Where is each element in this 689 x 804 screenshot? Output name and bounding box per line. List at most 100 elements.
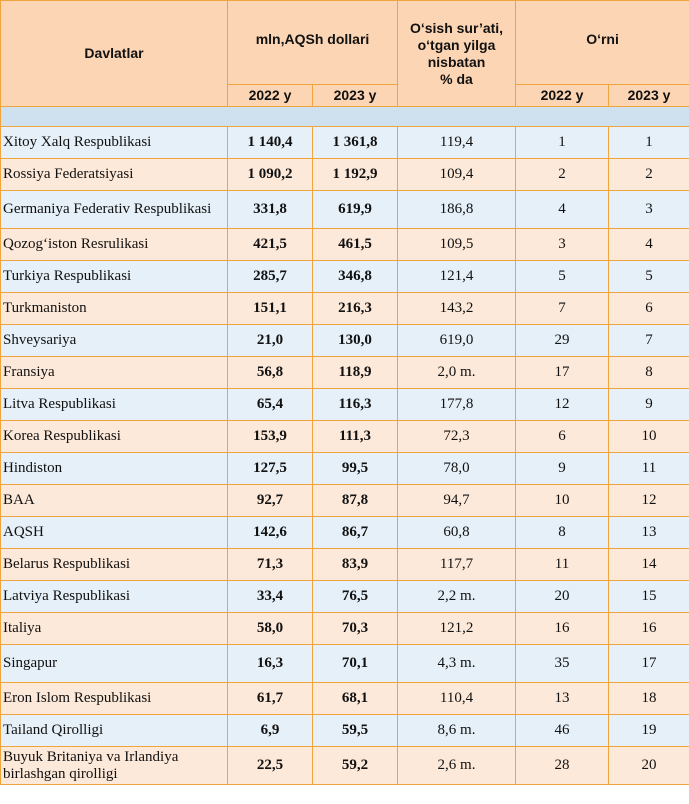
table-row: Hindiston 127,5 99,5 78,0 9 11 bbox=[0, 452, 689, 485]
table-row: Belarus Respublikasi 71,3 83,9 117,7 11 14 bbox=[0, 548, 689, 581]
rank-2022-cell: 29 bbox=[515, 324, 610, 357]
growth-cell: 60,8 bbox=[397, 516, 517, 549]
header-country: Davlatlar bbox=[0, 0, 228, 107]
spacer-cell bbox=[0, 106, 689, 127]
table-row: Eron Islom Respublikasi 61,7 68,1 110,4 13 18 bbox=[0, 682, 689, 715]
table-row: Italiya 58,0 70,3 121,2 16 16 bbox=[0, 612, 689, 645]
table-row: Xitoy Xalq Respublikasi 1 140,4 1 361,8 119… bbox=[0, 126, 689, 159]
value-2022-cell: 1 090,2 bbox=[227, 158, 313, 191]
table-row: Singapur 16,3 70,1 4,3 m. 35 17 bbox=[0, 644, 689, 683]
growth-cell: 78,0 bbox=[397, 452, 517, 485]
country-cell: Eron Islom Respublikasi bbox=[0, 682, 228, 715]
growth-cell: 2,2 m. bbox=[397, 580, 517, 613]
value-2023-cell: 59,2 bbox=[311, 746, 399, 785]
rank-2023-cell: 14 bbox=[608, 548, 689, 581]
table-row: Latviya Respublikasi 33,4 76,5 2,2 m. 20 15 bbox=[0, 580, 689, 613]
rank-2022-cell: 46 bbox=[515, 714, 610, 747]
rank-2023-cell: 7 bbox=[608, 324, 689, 357]
value-2022-cell: 16,3 bbox=[227, 644, 313, 683]
header-rank: O‘rni bbox=[515, 0, 689, 85]
value-2022-cell: 142,6 bbox=[227, 516, 313, 549]
value-2023-cell: 59,5 bbox=[311, 714, 399, 747]
rank-2023-cell: 19 bbox=[608, 714, 689, 747]
value-2022-cell: 285,7 bbox=[227, 260, 313, 293]
header-value: mln,AQSh dollari bbox=[226, 0, 399, 85]
value-2022-cell: 33,4 bbox=[227, 580, 313, 613]
country-cell: Italiya bbox=[0, 612, 228, 645]
rank-2022-cell: 9 bbox=[515, 452, 610, 485]
table-row: Rossiya Federatsiyasi 1 090,2 1 192,9 109,4… bbox=[0, 158, 689, 191]
country-cell: Turkiya Respublikasi bbox=[0, 260, 228, 293]
header-rank-2023: 2023 y bbox=[608, 84, 689, 107]
rank-2023-cell: 3 bbox=[608, 190, 689, 229]
country-cell: Korea Respublikasi bbox=[0, 420, 228, 453]
rank-2023-cell: 4 bbox=[608, 228, 689, 261]
table-row: Litva Respublikasi 65,4 116,3 177,8 12 9 bbox=[0, 388, 689, 421]
value-2023-cell: 68,1 bbox=[311, 682, 399, 715]
rank-2023-cell: 10 bbox=[608, 420, 689, 453]
rank-2023-cell: 20 bbox=[608, 746, 689, 785]
rank-2023-cell: 9 bbox=[608, 388, 689, 421]
country-cell: Latviya Respublikasi bbox=[0, 580, 228, 613]
table-row: Turkmaniston 151,1 216,3 143,2 7 6 bbox=[0, 292, 689, 325]
rank-2022-cell: 5 bbox=[515, 260, 610, 293]
rank-2022-cell: 35 bbox=[515, 644, 610, 683]
rank-2022-cell: 8 bbox=[515, 516, 610, 549]
growth-cell: 2,0 m. bbox=[397, 356, 517, 389]
country-cell: Turkmaniston bbox=[0, 292, 228, 325]
value-2023-cell: 118,9 bbox=[311, 356, 399, 389]
value-2023-cell: 116,3 bbox=[311, 388, 399, 421]
rank-2023-cell: 15 bbox=[608, 580, 689, 613]
value-2023-cell: 70,1 bbox=[311, 644, 399, 683]
country-cell: BAA bbox=[0, 484, 228, 517]
rank-2022-cell: 20 bbox=[515, 580, 610, 613]
value-2023-cell: 346,8 bbox=[311, 260, 399, 293]
rank-2023-cell: 13 bbox=[608, 516, 689, 549]
country-cell: Shveysariya bbox=[0, 324, 228, 357]
growth-cell: 119,4 bbox=[397, 126, 517, 159]
value-2023-cell: 111,3 bbox=[311, 420, 399, 453]
table-row: Qozog‘iston Resrulikasi 421,5 461,5 109,5 3 4 bbox=[0, 228, 689, 261]
header-growth: O‘sish sur’ati, o‘tgan yilga nisbatan % … bbox=[397, 0, 517, 107]
table-body: Xitoy Xalq Respublikasi 1 140,4 1 361,8 119… bbox=[0, 106, 689, 785]
value-2023-cell: 87,8 bbox=[311, 484, 399, 517]
rank-2022-cell: 4 bbox=[515, 190, 610, 229]
table-row: AQSH 142,6 86,7 60,8 8 13 bbox=[0, 516, 689, 549]
country-cell: Buyuk Britaniya va Irlandiya birlashgan … bbox=[0, 746, 228, 785]
table-row: Fransiya 56,8 118,9 2,0 m. 17 8 bbox=[0, 356, 689, 389]
rank-2023-cell: 5 bbox=[608, 260, 689, 293]
country-cell: Germaniya Federativ Respublikasi bbox=[0, 190, 228, 229]
value-2022-cell: 56,8 bbox=[227, 356, 313, 389]
value-2023-cell: 70,3 bbox=[311, 612, 399, 645]
country-cell: Tailand Qirolligi bbox=[0, 714, 228, 747]
rank-2023-cell: 1 bbox=[608, 126, 689, 159]
country-cell: Xitoy Xalq Respublikasi bbox=[0, 126, 228, 159]
value-2023-cell: 86,7 bbox=[311, 516, 399, 549]
header-growth-line: nisbatan bbox=[427, 53, 486, 70]
growth-cell: 186,8 bbox=[397, 190, 517, 229]
table-row: Tailand Qirolligi 6,9 59,5 8,6 m. 46 19 bbox=[0, 714, 689, 747]
value-2023-cell: 83,9 bbox=[311, 548, 399, 581]
value-2022-cell: 6,9 bbox=[227, 714, 313, 747]
value-2022-cell: 22,5 bbox=[227, 746, 313, 785]
rank-2023-cell: 6 bbox=[608, 292, 689, 325]
growth-cell: 143,2 bbox=[397, 292, 517, 325]
rank-2023-cell: 2 bbox=[608, 158, 689, 191]
value-2023-cell: 216,3 bbox=[311, 292, 399, 325]
value-2023-cell: 76,5 bbox=[311, 580, 399, 613]
table-row: Germaniya Federativ Respublikasi 331,8 619… bbox=[0, 190, 689, 229]
rank-2022-cell: 10 bbox=[515, 484, 610, 517]
value-2023-cell: 619,9 bbox=[311, 190, 399, 229]
rank-2022-cell: 28 bbox=[515, 746, 610, 785]
rank-2022-cell: 6 bbox=[515, 420, 610, 453]
rank-2023-cell: 17 bbox=[608, 644, 689, 683]
growth-cell: 110,4 bbox=[397, 682, 517, 715]
value-2022-cell: 127,5 bbox=[227, 452, 313, 485]
growth-cell: 8,6 m. bbox=[397, 714, 517, 747]
country-cell: AQSH bbox=[0, 516, 228, 549]
header-growth-line: % da bbox=[440, 70, 473, 87]
value-2023-cell: 99,5 bbox=[311, 452, 399, 485]
growth-cell: 619,0 bbox=[397, 324, 517, 357]
value-2022-cell: 61,7 bbox=[227, 682, 313, 715]
rank-2022-cell: 3 bbox=[515, 228, 610, 261]
